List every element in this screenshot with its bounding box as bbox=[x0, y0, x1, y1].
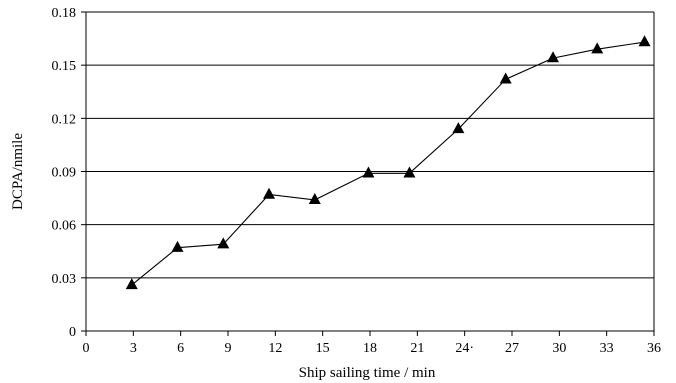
data-point-marker bbox=[362, 166, 375, 178]
data-point-marker bbox=[217, 237, 230, 249]
x-tick-label: 27 bbox=[505, 341, 519, 356]
data-point-marker bbox=[499, 72, 512, 84]
data-point-marker bbox=[452, 122, 465, 134]
y-tick-label: 0 bbox=[69, 325, 76, 340]
grid bbox=[86, 11, 654, 279]
series-line bbox=[131, 41, 645, 286]
x-tick-label: 12 bbox=[268, 341, 282, 356]
x-tick-label: 24· bbox=[455, 341, 474, 356]
data-point-marker bbox=[547, 51, 560, 63]
ticks: 00.030.060.090.120.150.180 3 6 9 12 15 18 21 24·… bbox=[52, 6, 662, 356]
series bbox=[125, 35, 651, 290]
data-point-marker bbox=[638, 35, 651, 47]
x-tick-label: 15 bbox=[316, 341, 330, 356]
x-tick-label: 9 bbox=[225, 341, 232, 356]
x-tick-label: 21 bbox=[410, 341, 424, 356]
y-tick-label: 0.12 bbox=[52, 112, 77, 127]
x-tick-label: 30 bbox=[552, 341, 566, 356]
x-tick-label: 0 bbox=[83, 341, 90, 356]
data-point-marker bbox=[308, 193, 321, 205]
x-tick-label: 18 bbox=[363, 341, 377, 356]
data-point-marker bbox=[171, 240, 184, 252]
y-axis-label: DCPA/nmile bbox=[10, 133, 26, 210]
y-tick-label: 0.18 bbox=[52, 6, 77, 21]
y-tick-label: 0.06 bbox=[52, 219, 77, 234]
x-tick-label: 36 bbox=[647, 341, 661, 356]
x-tick-label: 3 bbox=[130, 341, 137, 356]
y-tick-label: 0.03 bbox=[52, 272, 77, 287]
x-tick-label: 33 bbox=[600, 341, 614, 356]
data-point-marker bbox=[125, 278, 138, 290]
data-point-marker bbox=[263, 187, 276, 199]
y-tick-label: 0.15 bbox=[52, 59, 77, 74]
x-axis-label: Ship sailing time / min bbox=[299, 365, 436, 381]
data-point-marker bbox=[403, 166, 416, 178]
data-point-marker bbox=[591, 42, 604, 54]
y-tick-label: 0.09 bbox=[52, 166, 77, 181]
x-tick-label: 6 bbox=[177, 341, 184, 356]
